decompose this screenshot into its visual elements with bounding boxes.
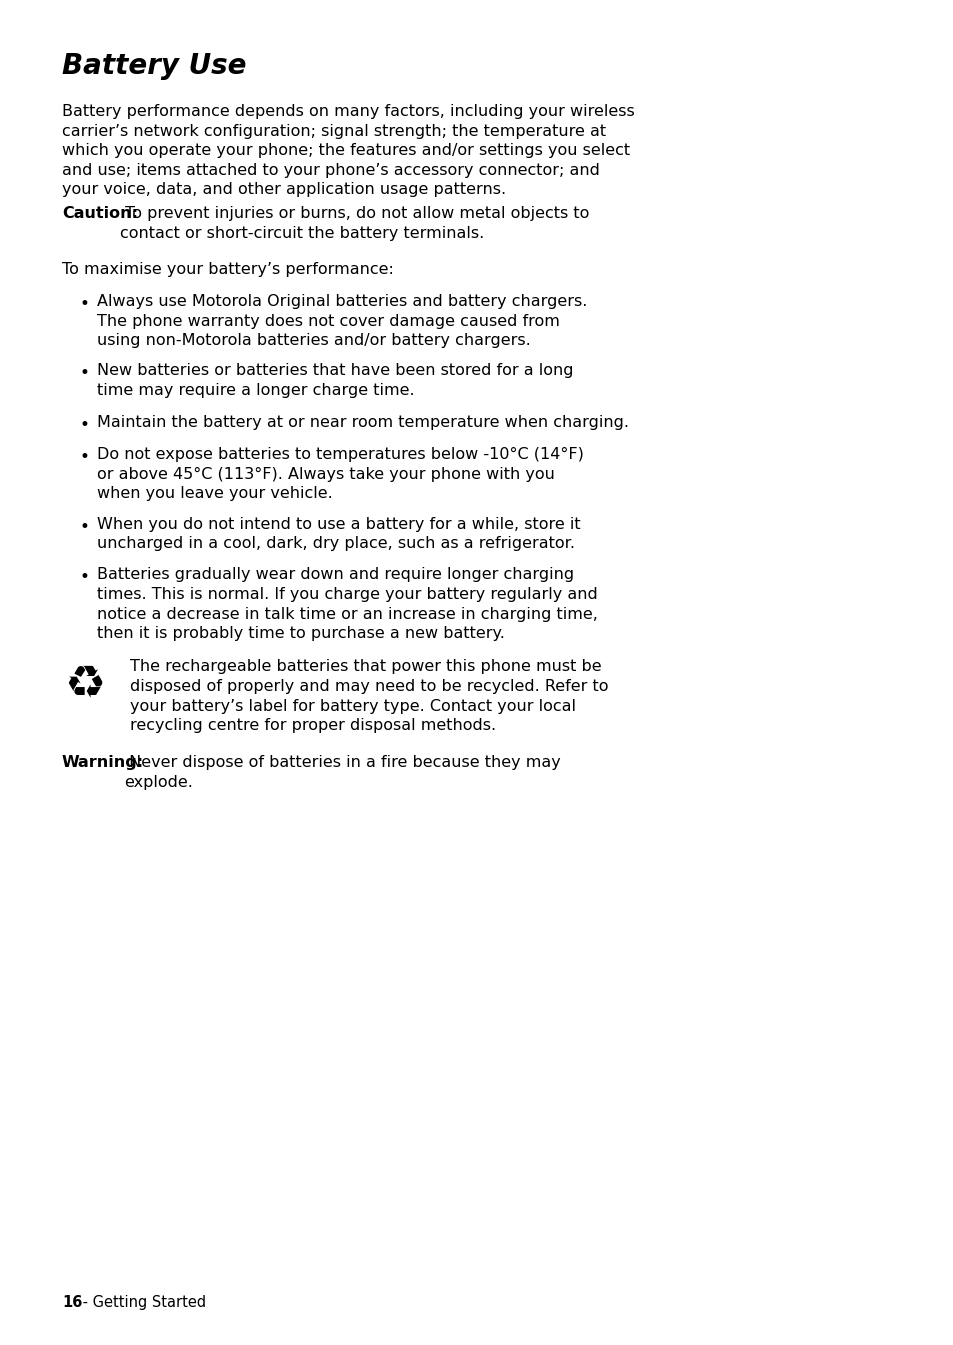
Text: When you do not intend to use a battery for a while, store it
uncharged in a coo: When you do not intend to use a battery … [97, 516, 580, 551]
Text: Battery Use: Battery Use [62, 52, 246, 79]
Text: To maximise your battery’s performance:: To maximise your battery’s performance: [62, 262, 394, 277]
Text: ♻: ♻ [64, 663, 105, 707]
Text: 16: 16 [62, 1295, 82, 1310]
Text: Caution:: Caution: [62, 206, 138, 221]
Text: •: • [80, 448, 90, 465]
Text: •: • [80, 416, 90, 433]
Text: Maintain the battery at or near room temperature when charging.: Maintain the battery at or near room tem… [97, 414, 628, 429]
Text: •: • [80, 569, 90, 586]
Text: Do not expose batteries to temperatures below -10°C (14°F)
or above 45°C (113°F): Do not expose batteries to temperatures … [97, 447, 583, 502]
Text: •: • [80, 364, 90, 382]
Text: The rechargeable batteries that power this phone must be
disposed of properly an: The rechargeable batteries that power th… [130, 659, 608, 733]
Text: Battery performance depends on many factors, including your wireless
carrier’s n: Battery performance depends on many fact… [62, 104, 634, 198]
Text: •: • [80, 295, 90, 313]
Text: Batteries gradually wear down and require longer charging
times. This is normal.: Batteries gradually wear down and requir… [97, 568, 598, 642]
Text: New batteries or batteries that have been stored for a long
time may require a l: New batteries or batteries that have bee… [97, 363, 573, 398]
Text: Always use Motorola Original batteries and battery chargers.
The phone warranty : Always use Motorola Original batteries a… [97, 295, 587, 348]
Text: - Getting Started: - Getting Started [78, 1295, 206, 1310]
Text: Never dispose of batteries in a fire because they may
explode.: Never dispose of batteries in a fire bec… [124, 756, 560, 790]
Text: •: • [80, 518, 90, 535]
Text: Warning:: Warning: [62, 756, 144, 771]
Text: To prevent injuries or burns, do not allow metal objects to
contact or short-cir: To prevent injuries or burns, do not all… [120, 206, 589, 241]
